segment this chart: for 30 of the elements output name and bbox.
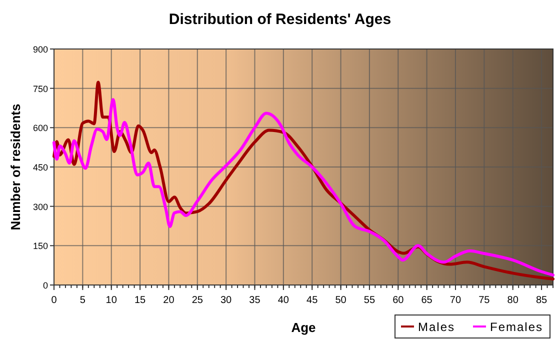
x-tick-label: 55 [364,295,376,306]
x-tick-label: 20 [163,295,175,306]
x-tick-label: 80 [507,295,519,306]
x-tick-label: 60 [392,295,404,306]
x-tick-label: 5 [80,295,86,306]
y-axis-title: Number of residents [8,104,23,230]
x-tick-label: 10 [106,295,118,306]
x-tick-label: 30 [220,295,232,306]
chart-title: Distribution of Residents' Ages [168,11,392,28]
x-tick-label: 35 [249,295,261,306]
x-tick-label: 40 [278,295,290,306]
x-tick-label: 65 [421,295,433,306]
x-tick-label: 25 [192,295,204,306]
y-tick-label: 150 [32,241,48,252]
x-tick-label: 15 [134,295,146,306]
x-tick-label: 0 [51,295,58,306]
y-tick-label: 750 [32,84,48,94]
y-tick-label: 600 [32,123,48,134]
y-tick-label: 0 [42,280,48,290]
legend-label: Females [490,320,544,334]
x-tick-label: 50 [335,295,347,306]
x-tick-label: 75 [478,295,490,306]
legend-label: Males [418,320,456,334]
x-tick-label: 70 [450,295,462,306]
x-tick-label: 45 [306,295,318,306]
x-tick-label: 85 [536,295,548,306]
y-tick-label: 300 [32,202,48,212]
y-tick-label: 450 [32,162,48,172]
y-tick-label: 900 [32,44,48,54]
x-axis-title: Age [291,320,316,335]
